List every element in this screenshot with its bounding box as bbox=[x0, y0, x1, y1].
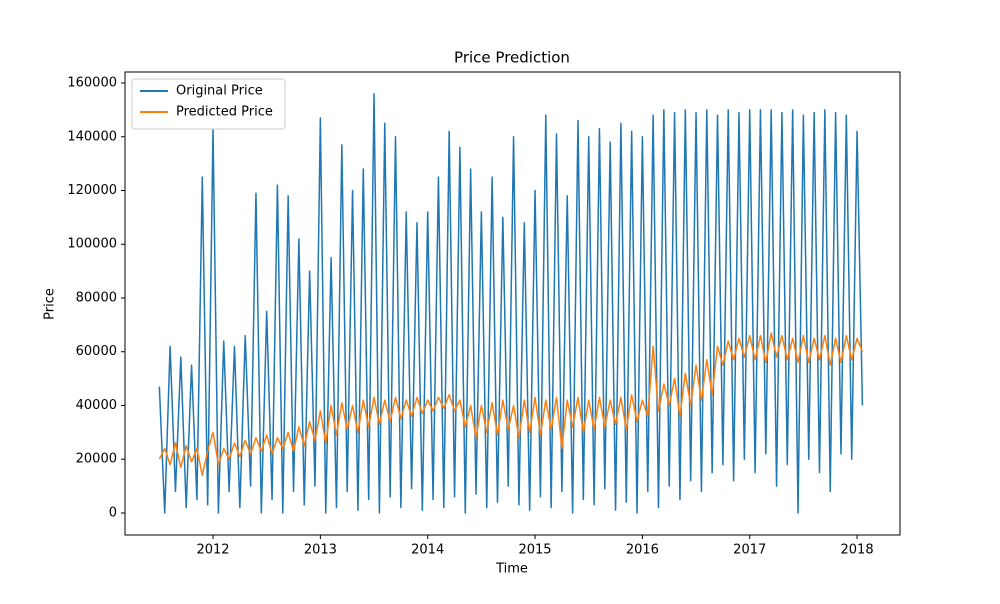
y-axis-label: Price bbox=[43, 288, 58, 320]
y-tick-label: 120000 bbox=[67, 183, 117, 198]
legend-box bbox=[131, 78, 286, 130]
legend: Original Price Predicted Price bbox=[131, 78, 286, 130]
x-tick-label: 2013 bbox=[304, 543, 337, 558]
y-tick-label: 80000 bbox=[76, 290, 117, 305]
data-line bbox=[158, 93, 864, 514]
x-tick-label: 2017 bbox=[733, 543, 766, 558]
plot-frame bbox=[124, 71, 901, 536]
y-tick-label: 100000 bbox=[67, 237, 117, 252]
x-tick-label: 2018 bbox=[841, 543, 874, 558]
y-tick-label: 160000 bbox=[67, 76, 117, 91]
y-tick-label: 60000 bbox=[76, 344, 117, 359]
x-tick-label: 2015 bbox=[518, 543, 551, 558]
x-axis-label: Time bbox=[495, 562, 528, 577]
y-tick-label: 0 bbox=[109, 505, 117, 520]
x-tick-label: 2012 bbox=[196, 543, 229, 558]
y-tick-label: 20000 bbox=[76, 452, 117, 467]
y-tick-label: 140000 bbox=[67, 129, 117, 144]
y-tick-label: 40000 bbox=[76, 398, 117, 413]
x-tick-label: 2014 bbox=[411, 543, 444, 558]
legend-label: Predicted Price bbox=[176, 105, 273, 120]
data-line bbox=[158, 332, 864, 477]
x-tick-label: 2016 bbox=[626, 543, 659, 558]
legend-label: Original Price bbox=[176, 84, 263, 99]
chart-title: Price Prediction bbox=[454, 49, 570, 67]
